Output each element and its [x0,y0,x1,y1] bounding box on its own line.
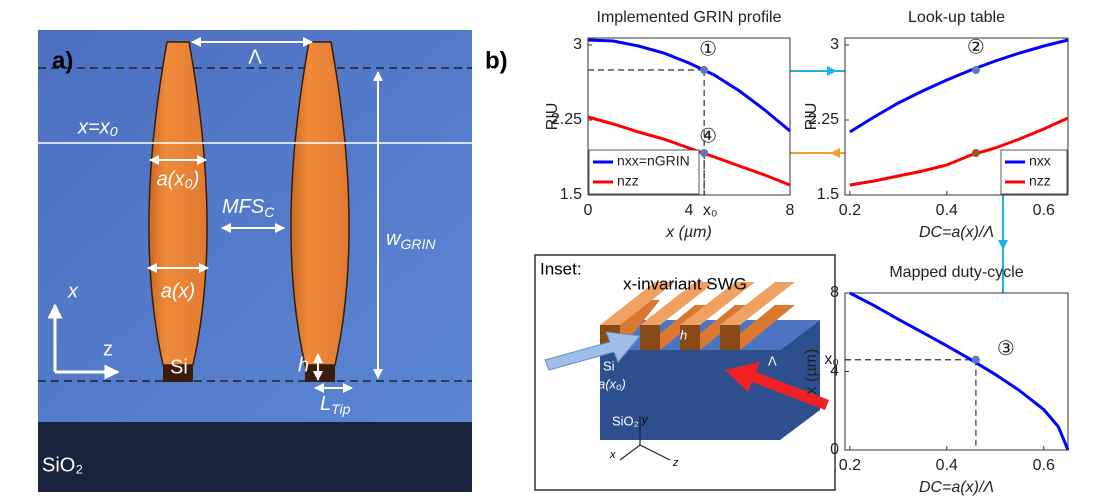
x-tick-label: 8 [786,202,795,219]
x-axis-label: DC=a(x)/Λ [919,224,994,241]
y-tick-label: 3 [573,36,582,53]
label: x=x₀ [77,116,118,138]
x-tick-label: 0.4 [936,457,958,474]
x-tick-label: 0.2 [839,457,861,474]
label: Si [170,356,188,378]
chart-title: Look-up table [908,9,1005,26]
inset-title: x-invariant SWG [623,274,747,293]
axis-label: z [103,338,113,360]
label: h [298,354,309,376]
label: Si [603,358,615,373]
legend-label: nxx [1029,153,1051,169]
label: SiO₂ [42,454,83,476]
x-tick-label: 0 [584,202,593,219]
annotation: ③ [997,338,1015,360]
axis-label: z [672,457,679,469]
y-tick-label: 2.25 [551,111,582,128]
point-marker [972,66,980,74]
x-tick-label: 0.6 [1033,202,1055,219]
y-tick-label: 0 [830,441,839,458]
point-marker [972,149,980,157]
legend-label: nzz [1029,173,1051,189]
point-marker [700,66,708,74]
y-tick-label: 1.5 [817,186,839,203]
pillar-tip [305,365,335,382]
plot-frame [845,293,1068,450]
y-tick-label: x₀ [824,351,839,368]
inset-label: Inset: [540,259,582,278]
axis-label: x [609,449,616,461]
chart-title: Implemented GRIN profile [597,9,782,26]
y-tick-label: 2.25 [808,111,839,128]
x-tick-label: x₀ [703,202,718,219]
slab-front [38,422,472,492]
label: SiO₂ [612,413,639,428]
y-tick-label: 8 [830,284,839,301]
label: h [680,327,687,342]
y-axis-label: x (µm) [803,349,820,395]
panel-label: a) [52,47,73,74]
panel-label: b) [485,47,508,74]
axis-label: x [67,280,79,302]
slab-top [38,30,472,422]
label-text: MFS [222,196,265,218]
x-tick-label: 0.4 [936,202,958,219]
chart: Mapped duty-cycle x (µm) DC=a(x)/Λ 0.2 0.4 0.… [803,264,1068,496]
y-tick-label: 1.5 [560,186,582,203]
x-axis-label: x (µm) [665,224,712,241]
legend-label: nxx=nGRIN [617,153,690,169]
x-axis-label: DC=a(x)/Λ [919,479,994,496]
label: a(x₀) [157,168,200,190]
label: a(x) [161,280,195,302]
legend-label: nzz [617,173,639,189]
label-sub: Tip [331,401,351,417]
annotation: ② [967,36,985,58]
figure: a) Λ x=x₀ a(x₀) MFSC wGRIN a(x) x z Si h… [0,0,1109,502]
x-tick-label: 4 [685,202,694,219]
label: Λ [248,46,262,68]
annotation: ① [699,38,717,60]
x-tick-label: 0.2 [839,202,861,219]
label-sub: GRIN [400,236,436,252]
y-tick-label: 3 [830,36,839,53]
label-text: L [320,393,331,415]
annotation: ④ [699,125,717,147]
point-marker [972,356,980,364]
panel-a: a) Λ x=x₀ a(x₀) MFSC wGRIN a(x) x z Si h… [38,30,472,492]
label-sub: C [264,204,275,220]
label: Λ [768,353,777,368]
point-marker [700,149,708,157]
x-tick-label: 0.6 [1033,457,1055,474]
chart-title: Mapped duty-cycle [889,264,1023,281]
label: a(x₀) [598,376,626,391]
inset: Inset: x-invariant SWG Si h a(x₀) Λ SiO₂… [535,255,835,490]
